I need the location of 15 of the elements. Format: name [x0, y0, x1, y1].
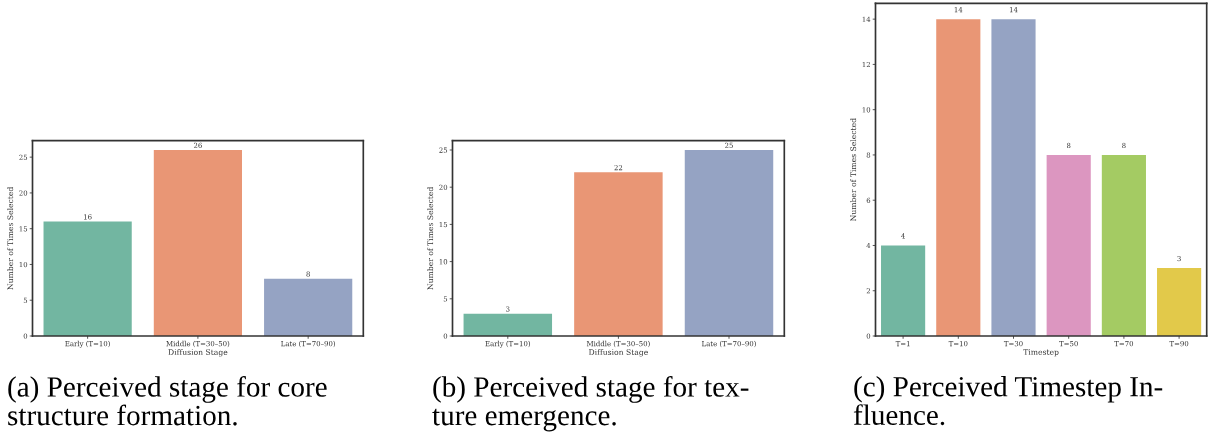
- bar: [153, 150, 243, 336]
- bar: [264, 278, 353, 336]
- bar: [684, 150, 774, 336]
- bar: [1101, 154, 1146, 336]
- bar: [1157, 268, 1202, 336]
- bar: [881, 245, 926, 336]
- bar: [991, 19, 1036, 336]
- text: (c) Perceived Timestep In- fluence.: [853, 376, 1163, 426]
- bar: [463, 313, 553, 336]
- bar: [1046, 154, 1091, 336]
- bar: [43, 221, 132, 336]
- text: (b) Perceived stage for tex- ture emergence.: [432, 376, 749, 432]
- text: (a) Perceived stage for core structure formation.: [8, 376, 327, 426]
- bar: [574, 172, 663, 336]
- bar: [936, 19, 981, 336]
